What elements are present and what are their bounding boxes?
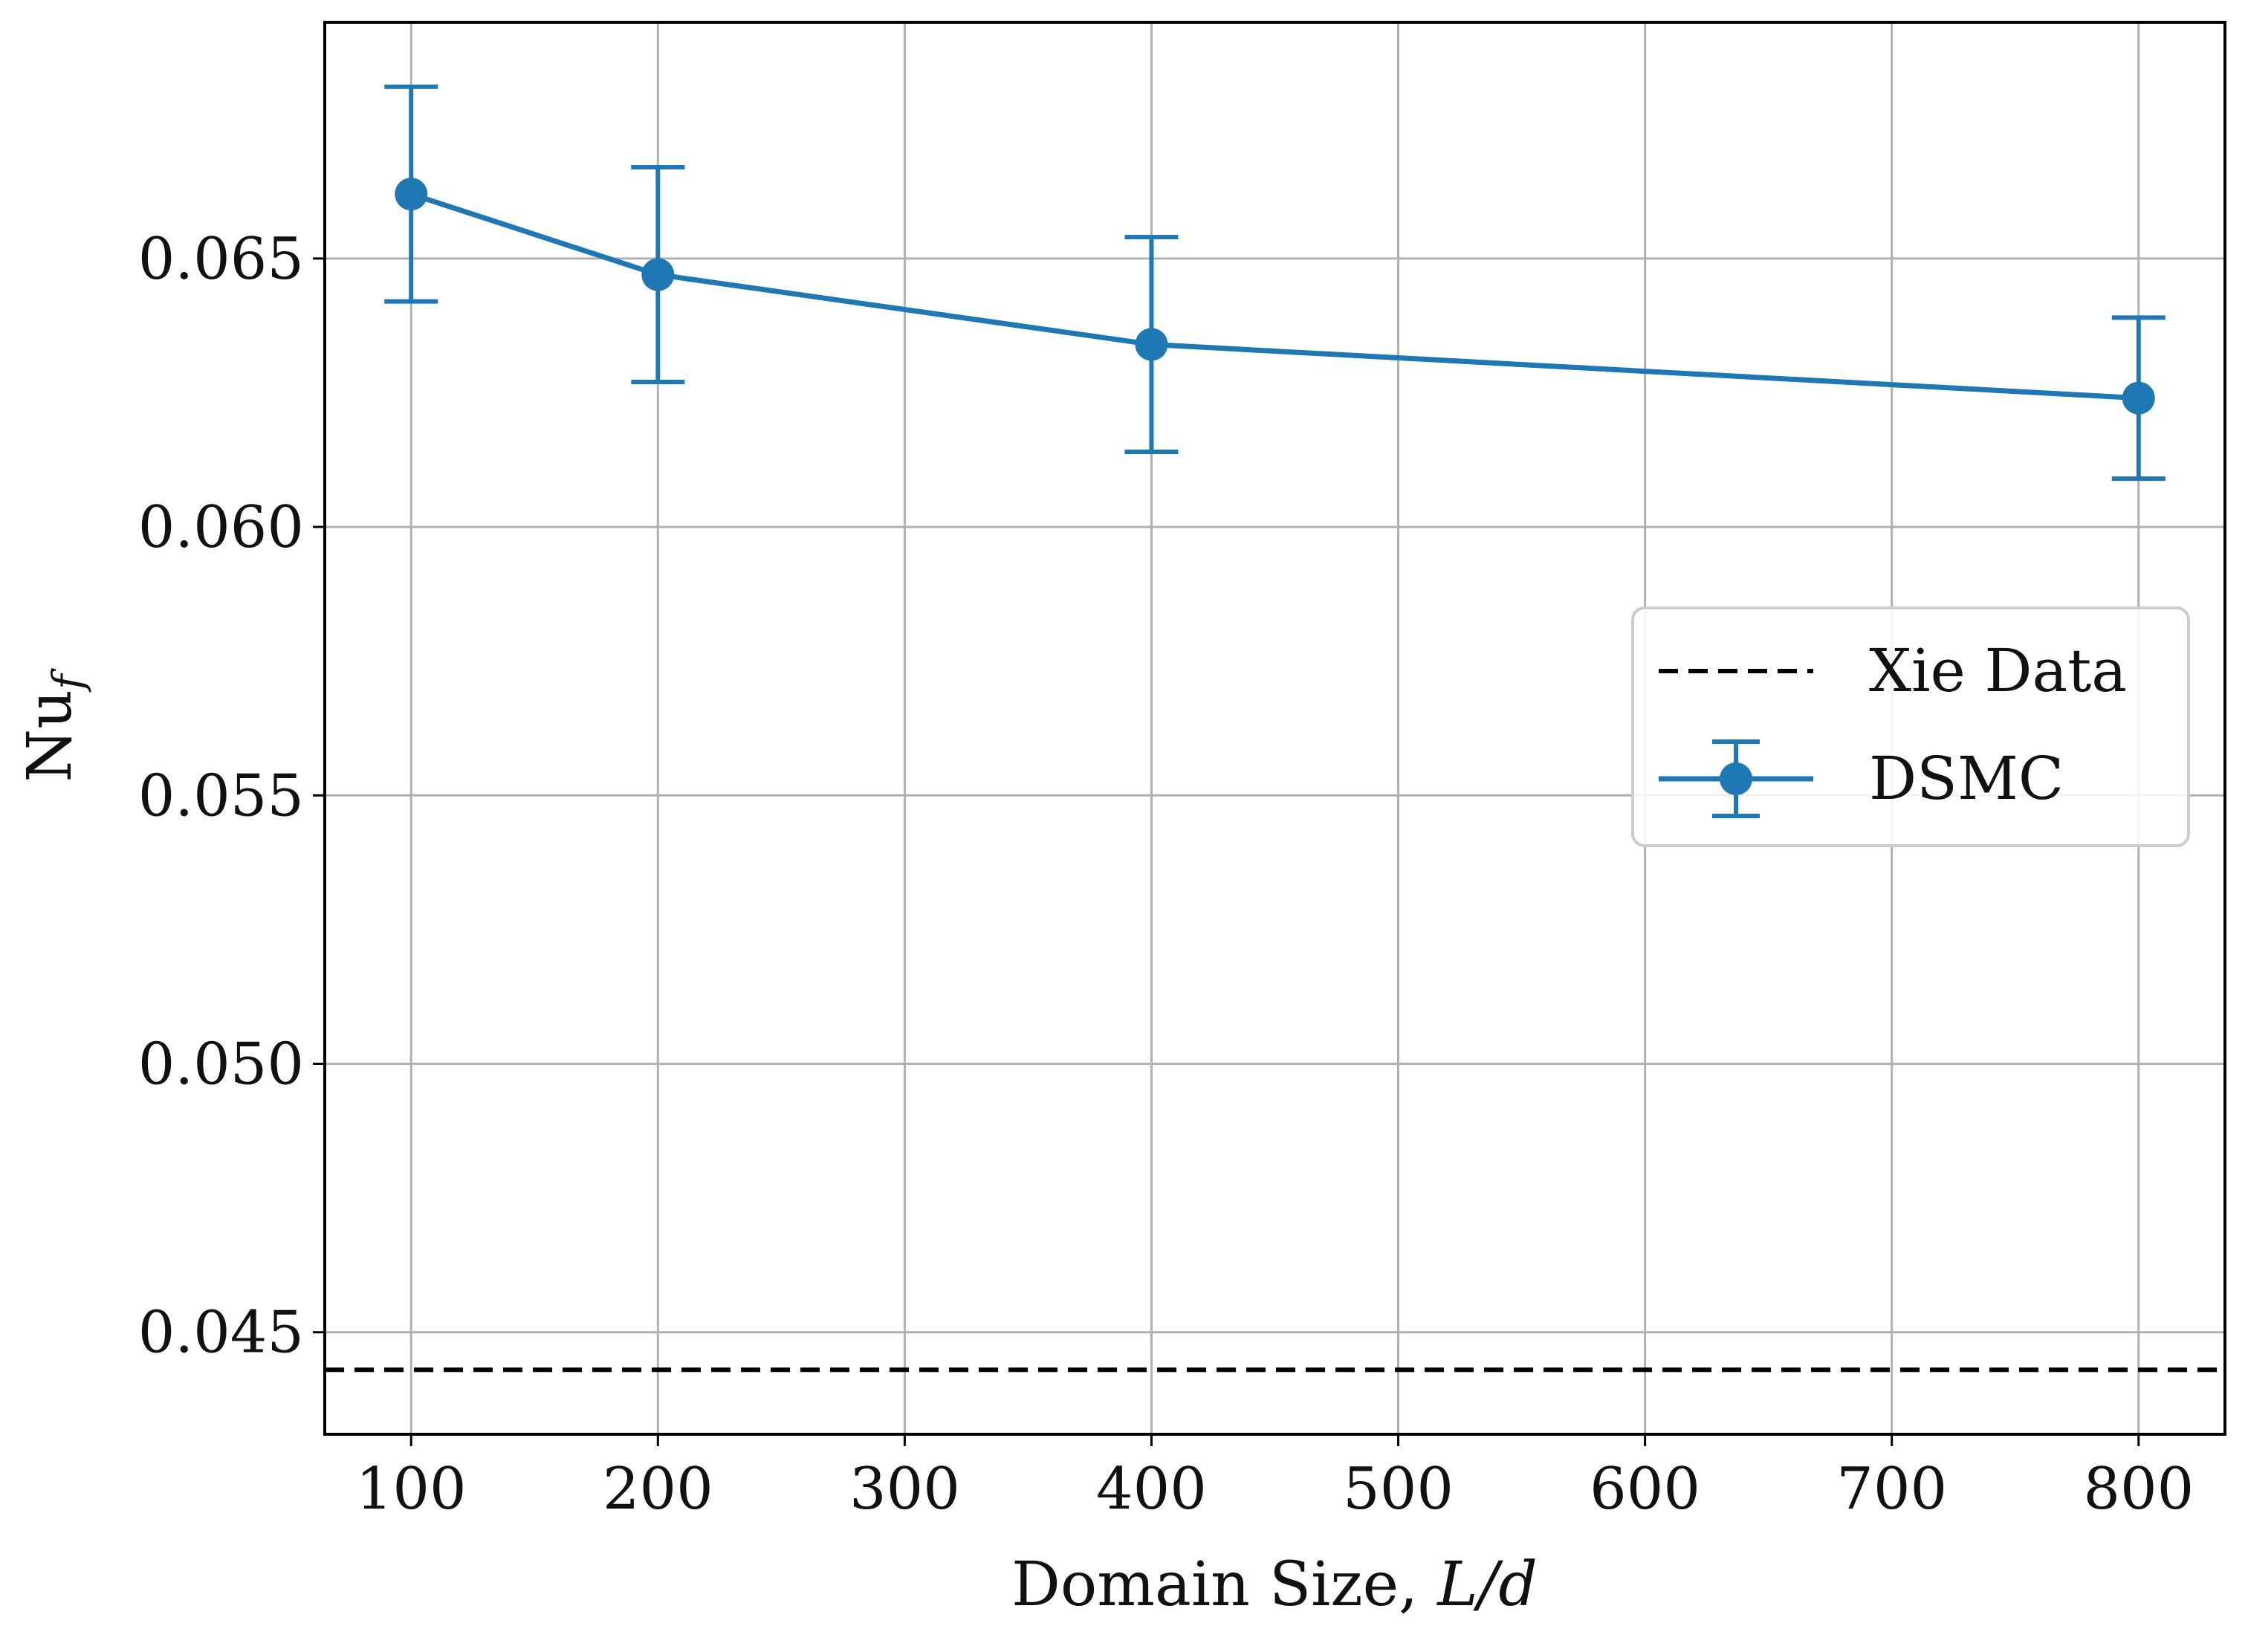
y-tick-label: 0.060 [138,494,304,561]
x-tick-label: 500 [1343,1456,1454,1523]
dsmc-series [384,84,2166,482]
y-axis-ticks: 0.045 0.050 0.055 0.060 0.065 [138,226,325,1367]
dsmc-point [2122,381,2155,415]
dsmc-line [410,191,2139,401]
legend: Xie Data DSMC [1631,606,2190,847]
dsmc-point [1135,328,1168,361]
y-tick-label: 0.055 [138,762,304,829]
legend-dsmc-label: DSMC [1869,744,2064,813]
x-tick-label: 400 [1096,1456,1207,1523]
dsmc-point [395,178,428,211]
legend-dsmc-swatch [1659,739,1813,818]
x-tick-label: 600 [1590,1456,1700,1523]
x-tick-label: 100 [356,1456,467,1523]
x-tick-label: 700 [1836,1456,1947,1523]
y-tick-label: 0.050 [138,1031,304,1098]
y-tick-label: 0.045 [138,1300,304,1367]
dsmc-point [641,258,675,291]
legend-xie-data-label: Xie Data [1869,636,2127,705]
axes-frame [323,21,2226,1436]
x-axis-ticks: 100 200 300 400 500 600 700 800 [356,1434,2194,1523]
y-tick-label: 0.065 [138,226,304,293]
legend-box [1631,606,2190,847]
x-tick-label: 300 [849,1456,960,1523]
x-axis-title: Domain Size, L/d [1011,1549,1538,1620]
x-tick-label: 800 [2083,1456,2194,1523]
x-tick-label: 200 [603,1456,713,1523]
